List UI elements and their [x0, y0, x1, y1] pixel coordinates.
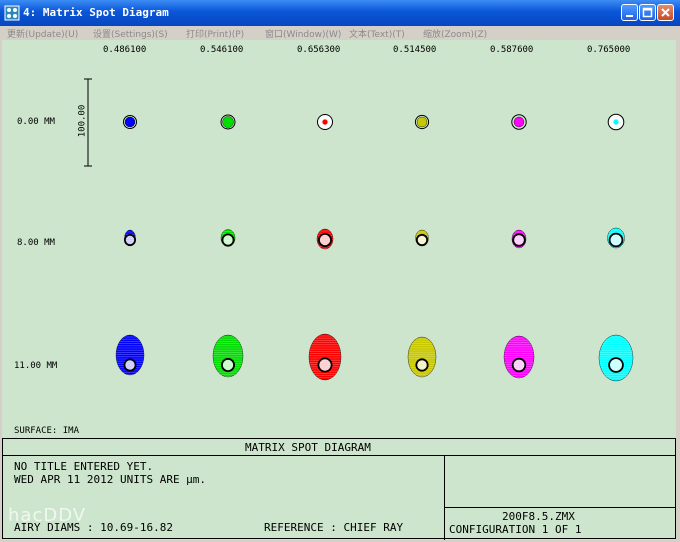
spot-1-0	[124, 229, 136, 247]
spot-2-5	[598, 334, 634, 382]
title-bar[interactable]: 4: Matrix Spot Diagram	[0, 0, 680, 26]
spot-1-1	[220, 229, 236, 247]
spot-2-2	[308, 333, 342, 381]
wavelength-label: 0.514500	[393, 45, 437, 55]
window-title: 4: Matrix Spot Diagram	[23, 6, 169, 19]
spot-0-0	[123, 115, 137, 129]
diagram-heading: MATRIX SPOT DIAGRAM	[245, 441, 371, 454]
configuration-label: CONFIGURATION 1 OF 1	[449, 523, 582, 536]
spot-1-2	[316, 228, 334, 250]
spot-1-5	[607, 227, 625, 249]
surface-label: SURFACE: IMA	[14, 426, 80, 436]
spot-0-5	[607, 113, 625, 131]
menu-print[interactable]: 打印(Print)(P)	[186, 30, 245, 40]
menu-window[interactable]: 窗口(Window)(W)	[265, 30, 342, 40]
menu-settings[interactable]: 设置(Settings)(S)	[93, 30, 168, 40]
file-name: 200F8.5.ZMX	[502, 510, 575, 523]
spot-2-3	[407, 336, 437, 378]
minimize-icon	[626, 15, 633, 17]
spot-diagram-plot: 0.486100 0.546100 0.656300 0.514500 0.58…	[2, 40, 676, 540]
wavelength-label: 0.587600	[490, 45, 534, 55]
spot-1-3	[415, 229, 429, 247]
menu-update[interactable]: 更新(Update)(U)	[7, 30, 79, 40]
wavelength-label: 0.546100	[200, 45, 244, 55]
spot-1-4	[511, 229, 527, 249]
footer-title-line: NO TITLE ENTERED YET.	[14, 460, 154, 473]
menu-zoom[interactable]: 缩放(Zoom)(Z)	[423, 30, 488, 40]
maximize-button[interactable]	[639, 4, 656, 21]
app-icon	[4, 5, 20, 21]
wavelength-label: 0.656300	[297, 45, 341, 55]
spot-0-1	[220, 114, 236, 130]
field-label: 11.00 MM	[14, 361, 58, 371]
minimize-button[interactable]	[621, 4, 638, 21]
spot-2-4	[503, 335, 535, 379]
airy-diameters: AIRY DIAMS : 10.69-16.82	[14, 521, 173, 534]
wavelength-label: 0.486100	[103, 45, 147, 55]
menu-text[interactable]: 文本(Text)(T)	[349, 30, 405, 40]
menu-bar: 更新(Update)(U) 设置(Settings)(S) 打印(Print)(…	[0, 26, 680, 40]
field-label: 0.00 MM	[17, 117, 55, 127]
watermark-logo: hacDDV	[8, 505, 87, 526]
field-label: 8.00 MM	[17, 238, 55, 248]
reference-label: REFERENCE : CHIEF RAY	[264, 521, 404, 534]
spot-0-3	[414, 114, 430, 130]
maximize-icon	[642, 7, 653, 18]
wavelength-label: 0.765000	[587, 45, 631, 55]
spot-0-2	[317, 114, 333, 130]
close-button[interactable]	[657, 4, 674, 21]
spot-2-1	[212, 334, 244, 378]
spot-2-0	[115, 334, 145, 376]
spot-0-4	[511, 114, 527, 130]
plot-graphics	[2, 78, 676, 540]
close-icon	[661, 8, 670, 17]
footer-date-units: WED APR 11 2012 UNITS ARE μm.	[14, 473, 207, 486]
